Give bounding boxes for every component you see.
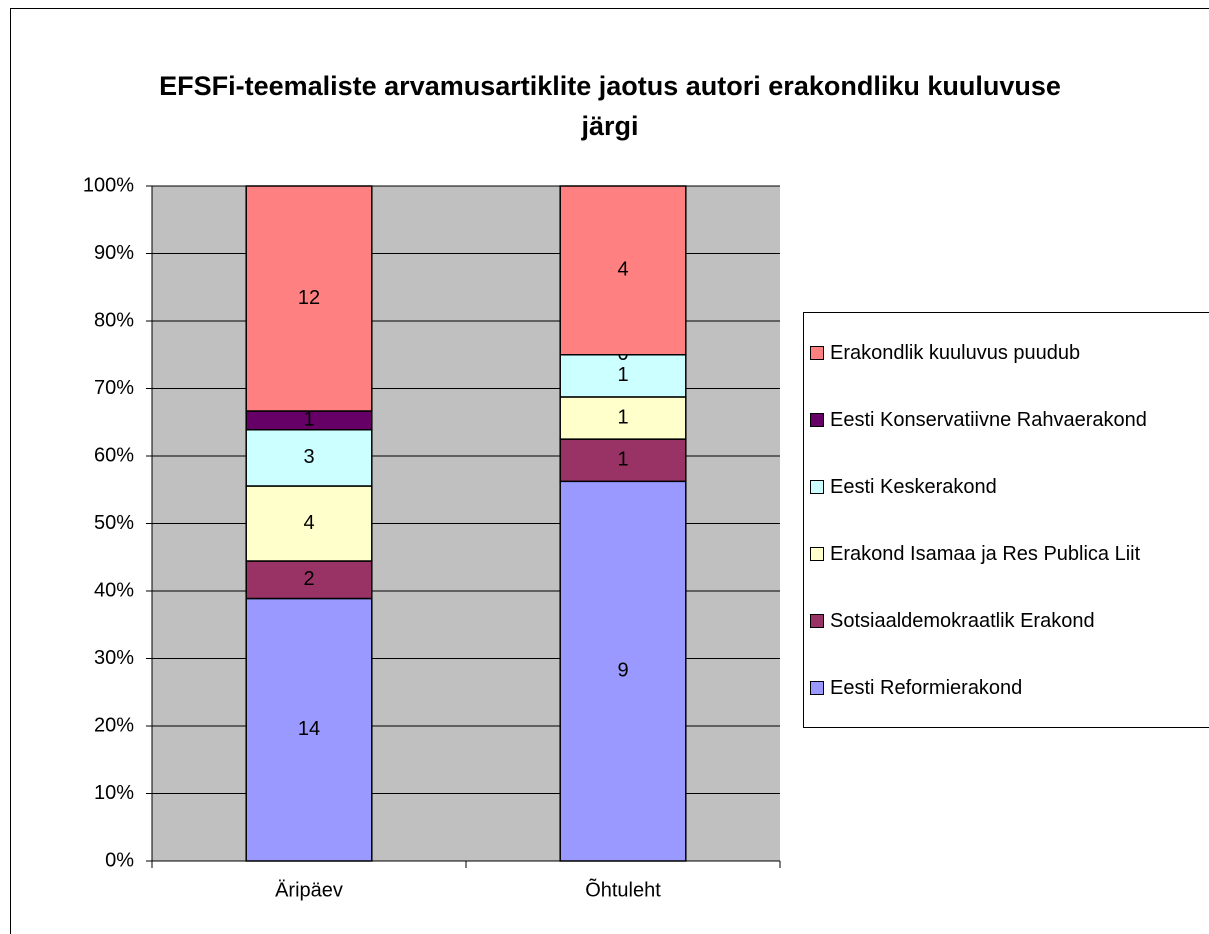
data-label: 14 <box>298 718 320 740</box>
legend-swatch <box>810 479 824 494</box>
legend-swatch <box>810 613 824 628</box>
legend-label: Eesti Keskerakond <box>830 475 997 498</box>
legend-item: Erakondlik kuuluvus puudub <box>810 341 1209 365</box>
y-tick-label: 20% <box>94 714 134 736</box>
x-tick-label: Õhtuleht <box>585 877 661 901</box>
data-label: 3 <box>303 446 314 468</box>
legend-swatch <box>810 680 824 695</box>
data-label: 1 <box>617 449 628 471</box>
legend-swatch <box>810 546 824 561</box>
data-label: 1 <box>617 364 628 386</box>
bar-segment <box>245 185 373 412</box>
legend-label: Eesti Reformierakond <box>830 676 1023 699</box>
data-label: 12 <box>298 287 320 309</box>
y-tick-label: 30% <box>94 647 134 669</box>
bar-segment <box>559 438 687 483</box>
data-label: 9 <box>617 659 628 681</box>
legend-item: Sotsiaaldemokraatlik Erakond <box>810 609 1209 633</box>
bar-segment <box>245 597 373 862</box>
legend: Erakondlik kuuluvus puudub Eesti Konserva… <box>803 312 1209 728</box>
data-label: 1 <box>303 409 314 431</box>
y-tick-label: 100% <box>83 174 134 196</box>
bar-segment <box>559 185 687 356</box>
legend-label: Erakondlik kuuluvus puudub <box>830 341 1081 364</box>
bar-segment <box>559 354 687 398</box>
data-label: 4 <box>617 259 628 281</box>
legend-item: Eesti Reformierakond <box>810 676 1209 700</box>
y-tick-label: 40% <box>94 579 134 601</box>
bar-segment <box>245 560 373 600</box>
x-tick-label: Äripäev <box>275 879 343 901</box>
y-tick-label: 70% <box>94 377 134 399</box>
legend-label: Erakond Isamaa ja Res Publica Liit <box>830 542 1141 565</box>
bar-segment <box>559 396 687 440</box>
chart-title: EFSFi-teemaliste arvamusartiklite jaotus… <box>159 71 1061 141</box>
y-tick-label: 50% <box>94 512 134 534</box>
legend-item: Eesti Keskerakond <box>810 475 1209 499</box>
data-label: 1 <box>617 406 628 428</box>
data-label: 2 <box>303 568 314 590</box>
legend-swatch <box>810 412 824 427</box>
bar-segment <box>245 429 373 487</box>
legend-label: Eesti Konservatiivne Rahvaerakond <box>830 408 1147 431</box>
legend-item: Eesti Konservatiivne Rahvaerakond <box>810 408 1209 432</box>
legend-item: Erakond Isamaa ja Res Publica Liit <box>810 542 1209 566</box>
y-tick-label: 10% <box>94 782 134 804</box>
data-label: 4 <box>303 512 314 534</box>
y-tick-label: 0% <box>105 849 134 871</box>
legend-swatch <box>810 345 824 360</box>
y-tick-label: 60% <box>94 444 134 466</box>
bar-segment <box>559 480 687 862</box>
bar-segment <box>245 485 373 562</box>
y-tick-label: 90% <box>94 242 134 264</box>
chart-frame <box>10 8 1209 934</box>
y-tick-label: 80% <box>94 309 134 331</box>
legend-label: Sotsiaaldemokraatlik Erakond <box>830 609 1095 632</box>
